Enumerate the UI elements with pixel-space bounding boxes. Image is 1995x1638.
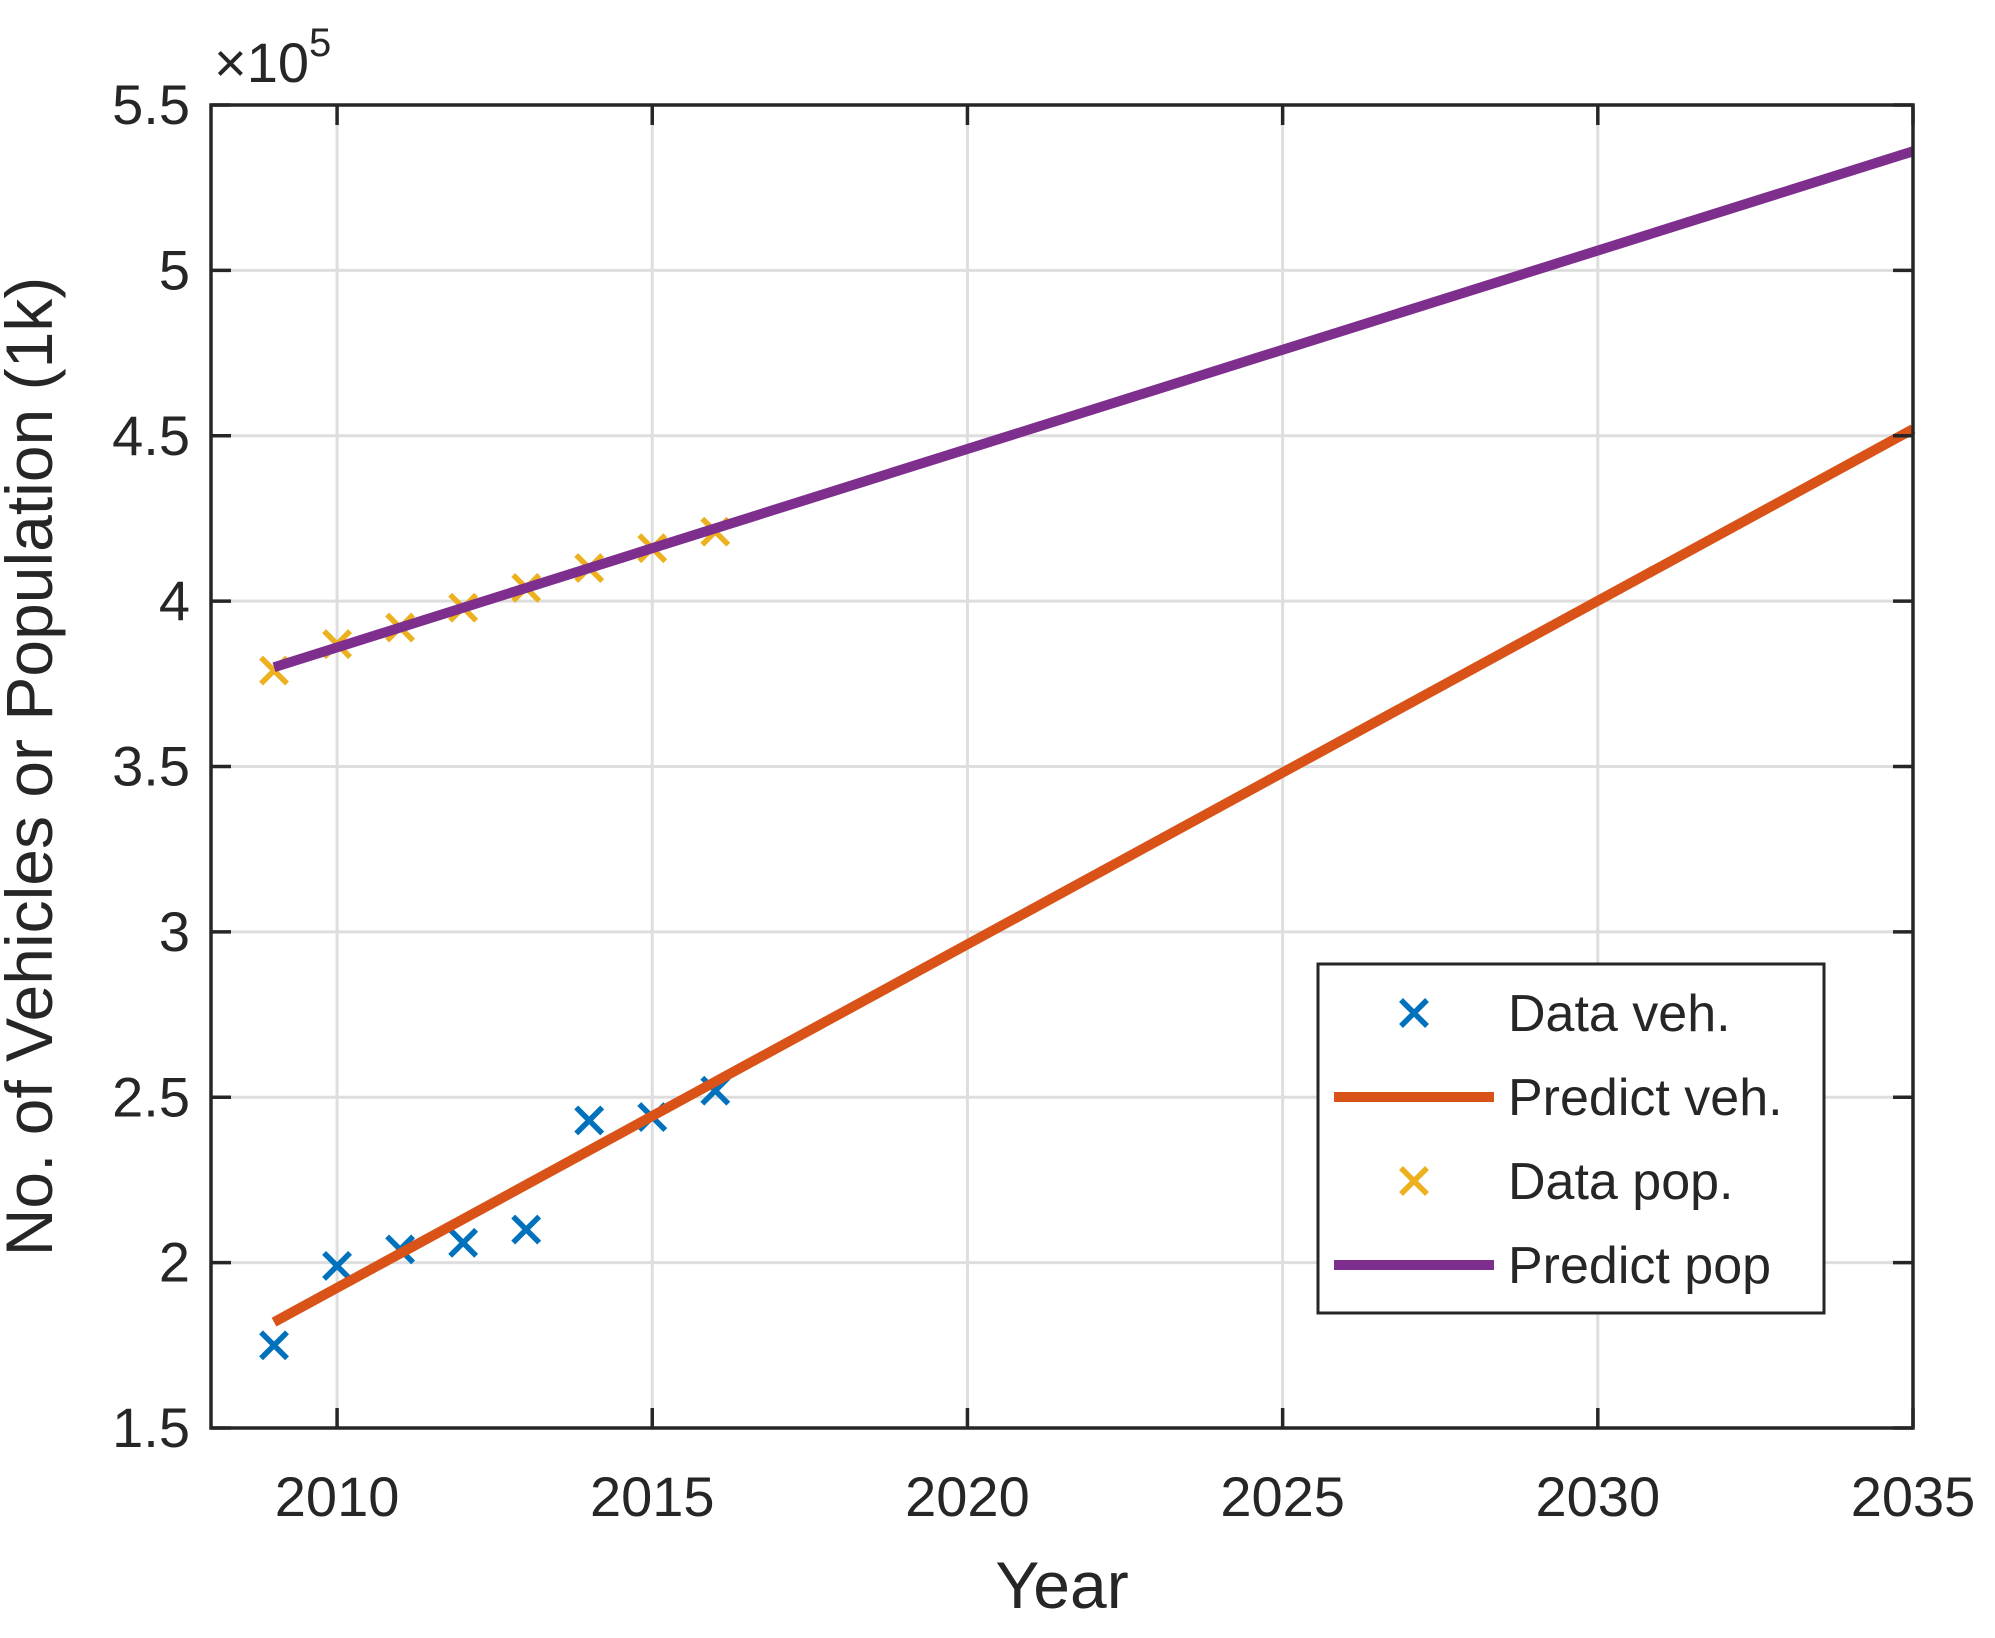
x-tick-label: 2025: [1220, 1465, 1345, 1528]
fit-line: [271, 424, 1916, 1327]
x-tick-label: 2010: [275, 1465, 400, 1528]
series-data-veh: [259, 1075, 731, 1361]
y-tick-label: 2: [159, 1231, 190, 1294]
axes: [209, 103, 1915, 1430]
series-predict-pop: [272, 146, 1915, 673]
legend-x-marker: [1399, 998, 1429, 1028]
legend-entry-label: Predict veh.: [1508, 1069, 1783, 1127]
legend-entry-label: Predict pop: [1508, 1237, 1771, 1295]
y-axis-label: No. of Vehicles or Population (1k): [0, 277, 66, 1257]
legend-entry: Data veh.: [1399, 985, 1731, 1043]
legend-entry-label: Data veh.: [1508, 985, 1731, 1043]
x-marker: [511, 1214, 542, 1245]
y-tick-label: 3: [159, 900, 190, 963]
legend-entry: Predict veh.: [1334, 1069, 1783, 1127]
legend-x-marker: [1399, 1166, 1429, 1196]
y-tick-label: 2.5: [112, 1065, 190, 1128]
y-tick-label: 5.5: [112, 73, 190, 136]
y-tick-label: 4.5: [112, 404, 190, 467]
legend-entry-label: Data pop.: [1508, 1153, 1734, 1211]
legend: Data veh. Predict veh. Data pop. Predict po…: [1316, 962, 1826, 1315]
fit-line: [272, 146, 1915, 673]
x-marker: [448, 1227, 479, 1258]
x-marker: [322, 1250, 353, 1281]
y-tick-label: 3.5: [112, 735, 190, 798]
x-tick-label: 2020: [905, 1465, 1030, 1528]
y-tick-label: 1.5: [112, 1396, 190, 1459]
legend-entry: Predict pop: [1334, 1237, 1771, 1295]
y-axis-multiplier: ×105: [214, 21, 331, 94]
x-tick-label: 2015: [590, 1465, 715, 1528]
x-marker: [259, 1330, 289, 1361]
x-axis-label: Year: [995, 1548, 1128, 1622]
legend-entry: Data pop.: [1399, 1153, 1734, 1211]
y-tick-label: 5: [159, 238, 190, 301]
x-tick-label: 2035: [1851, 1465, 1976, 1528]
y-tick-label: 4: [159, 569, 190, 632]
x-tick-label: 2030: [1536, 1465, 1661, 1528]
series-predict-veh: [271, 424, 1916, 1327]
x-marker: [574, 1105, 605, 1136]
